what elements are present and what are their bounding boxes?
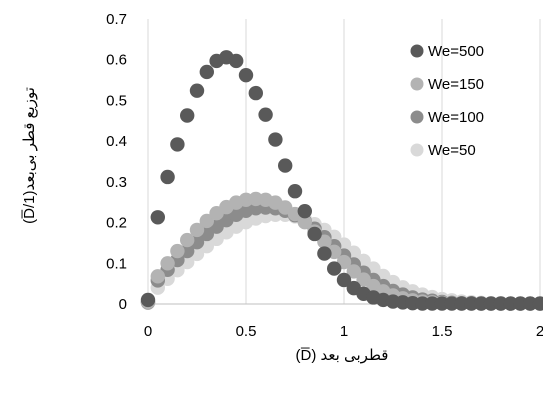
y-axis-ticks: 0 0.1 0.2 0.3 0.4 0.5 0.6 0.7: [106, 11, 127, 313]
data-point: [317, 246, 332, 261]
data-points: [140, 50, 543, 311]
y-axis-title: توزیع قطر بی‌بعد(1/D̅): [21, 87, 38, 224]
y-tick-label: 0.3: [106, 174, 127, 191]
x-tick-label: 0.5: [236, 323, 257, 340]
data-point: [346, 264, 361, 279]
data-point: [180, 232, 195, 248]
legend-item: We=50: [410, 142, 476, 159]
data-point: [170, 137, 185, 152]
data-point: [278, 158, 293, 173]
y-tick-label: 0.2: [106, 215, 127, 232]
legend-marker: [410, 77, 424, 91]
data-point: [160, 169, 175, 185]
legend-item: We=100: [410, 109, 484, 126]
data-point: [297, 214, 312, 230]
x-tick-label: 2: [536, 323, 543, 340]
x-tick-label: 1.5: [432, 323, 453, 340]
data-point: [532, 296, 543, 311]
x-tick-label: 0: [144, 323, 152, 340]
legend-marker: [410, 143, 424, 157]
data-point: [199, 213, 214, 229]
y-tick-label: 0: [119, 296, 127, 313]
legend-item: We=150: [410, 76, 484, 93]
legend-marker: [410, 44, 424, 58]
gridlines: [147, 19, 541, 304]
y-tick-label: 0.7: [106, 11, 127, 28]
data-point: [238, 67, 254, 83]
data-point: [258, 107, 273, 122]
y-tick-label: 0.6: [106, 52, 127, 69]
data-point: [170, 243, 185, 259]
data-point: [317, 234, 332, 249]
x-axis-title: قطربی بعد (D̅): [296, 347, 389, 364]
legend-item: We=500: [410, 43, 484, 60]
data-point: [287, 184, 303, 199]
series-We=500: [140, 50, 543, 311]
data-point: [160, 256, 175, 271]
data-point: [140, 292, 156, 308]
legend-label: We=150: [428, 76, 484, 93]
y-tick-label: 0.5: [106, 92, 127, 109]
data-point: [307, 226, 322, 242]
legend-marker: [410, 110, 424, 124]
data-point: [327, 261, 342, 276]
data-point: [150, 210, 165, 225]
legend-label: We=500: [428, 43, 484, 60]
legend-label: We=50: [428, 142, 476, 159]
data-point: [189, 83, 205, 98]
data-point: [268, 132, 283, 147]
x-tick-label: 1: [340, 323, 348, 340]
data-point: [336, 272, 352, 288]
legend: We=500 We=150 We=100 We=50: [410, 43, 484, 159]
x-axis-ticks: 0 0.5 1 1.5 2: [144, 323, 543, 340]
data-point: [150, 269, 165, 284]
y-tick-label: 0.4: [106, 133, 127, 150]
legend-label: We=100: [428, 109, 484, 126]
data-point: [297, 203, 312, 219]
data-point: [229, 53, 244, 69]
y-tick-label: 0.1: [106, 255, 127, 272]
data-point: [189, 222, 205, 238]
data-point: [180, 108, 195, 123]
data-point: [248, 85, 263, 101]
data-point: [199, 64, 214, 80]
